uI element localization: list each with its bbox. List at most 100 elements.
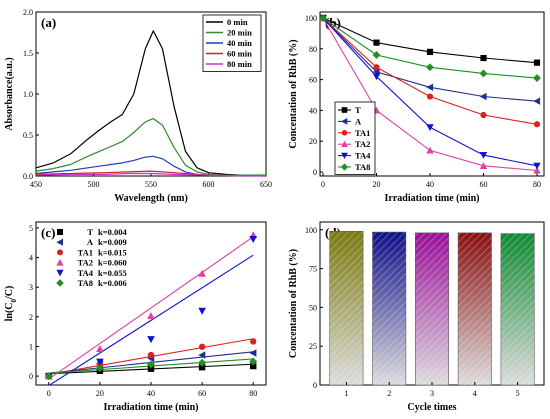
x-tick-label: 0 bbox=[47, 389, 51, 398]
legend-rate-constant: k=0.055 bbox=[98, 268, 127, 278]
data-point bbox=[198, 343, 206, 350]
y-tick-label: 25 bbox=[309, 342, 317, 351]
data-point bbox=[479, 69, 488, 78]
y-tick-label: 1 bbox=[29, 342, 33, 351]
data-point bbox=[147, 360, 155, 369]
legend-marker bbox=[341, 152, 348, 159]
y-tick-label: 60 bbox=[309, 76, 317, 85]
data-point bbox=[249, 349, 257, 357]
x-axis-label: Irradiation time (min) bbox=[385, 193, 480, 204]
data-point bbox=[147, 312, 155, 320]
x-tick-label: 80 bbox=[533, 180, 541, 189]
data-point bbox=[147, 336, 155, 344]
data-point bbox=[147, 351, 155, 359]
legend-marker bbox=[57, 229, 63, 235]
panel-b-concentration-chart: 0 20 40 60 80 0 20 40 60 80 100 Irradiation time (m… bbox=[288, 11, 545, 204]
legend-label: 40 min bbox=[227, 38, 252, 48]
legend-marker bbox=[340, 163, 349, 171]
y-axis-label: Concentation of RhB (%) bbox=[288, 249, 299, 358]
data-point bbox=[533, 121, 541, 128]
y-tick-label: 80 bbox=[309, 45, 317, 54]
data-point bbox=[533, 97, 541, 105]
panel-c-kinetics-chart: 0 20 40 60 80 0 1 2 3 4 5 Irradiation time (min) ln(… bbox=[4, 221, 267, 413]
x-tick-label: 1 bbox=[344, 389, 348, 398]
x-tick-label: 60 bbox=[480, 180, 488, 189]
legend-box bbox=[334, 101, 376, 175]
data-point bbox=[147, 365, 155, 372]
y-tick-label: 4 bbox=[29, 254, 33, 263]
legend-marker bbox=[56, 259, 64, 266]
legend-label: 20 min bbox=[227, 28, 252, 38]
data-point bbox=[198, 364, 206, 371]
data-point bbox=[533, 166, 541, 174]
y-tick-label: 0.0 bbox=[23, 172, 33, 181]
y-tick-label: 40 bbox=[309, 106, 317, 115]
data-point bbox=[479, 151, 488, 159]
bar-hatch bbox=[329, 231, 364, 385]
x-tick-label: 60 bbox=[198, 389, 206, 398]
y-tick-label: 50 bbox=[309, 303, 317, 312]
legend-rate-constant: k=0.060 bbox=[98, 258, 127, 268]
y-axis-label: Absorbance(a.u.) bbox=[4, 57, 15, 130]
spectrum-line bbox=[35, 172, 267, 177]
data-point bbox=[372, 51, 381, 59]
x-tick-label: 40 bbox=[147, 389, 155, 398]
data-point bbox=[44, 372, 53, 381]
fit-line bbox=[48, 254, 254, 387]
legend-marker bbox=[57, 249, 63, 256]
fit-line bbox=[48, 236, 254, 380]
x-tick-label: 5 bbox=[516, 389, 520, 398]
y-axis-label: Concentation of RhB (%) bbox=[288, 39, 299, 148]
x-tick-label: 20 bbox=[373, 180, 381, 189]
data-point bbox=[426, 63, 434, 72]
legend-label: TA4 bbox=[355, 151, 371, 161]
x-tick-label: 600 bbox=[203, 180, 215, 189]
y-tick-label: 0 bbox=[29, 372, 33, 381]
x-tick-label: 40 bbox=[426, 180, 434, 189]
x-tick-label: 3 bbox=[430, 389, 434, 398]
data-point bbox=[198, 358, 207, 367]
y-axis-label-subscript: 0 bbox=[10, 298, 18, 302]
data-point bbox=[426, 93, 434, 100]
data-point bbox=[372, 73, 381, 81]
x-tick-label: 20 bbox=[96, 389, 104, 398]
x-tick-label: 80 bbox=[249, 389, 257, 398]
y-tick-label: 0 bbox=[313, 168, 317, 177]
data-point bbox=[319, 14, 327, 22]
legend-rate-constant: k=0.004 bbox=[98, 227, 127, 237]
legend-label: TA8 bbox=[355, 162, 370, 172]
legend-label: TA8 bbox=[78, 278, 93, 288]
data-point bbox=[426, 146, 434, 154]
bar-hatch bbox=[372, 232, 406, 385]
spectrum-line bbox=[35, 30, 266, 176]
legend-rate-constant: k=0.015 bbox=[98, 247, 127, 257]
y-tick-label: 0.5 bbox=[23, 131, 33, 140]
x-axis-label: Wavelength (nm) bbox=[114, 193, 188, 204]
data-point bbox=[96, 345, 104, 353]
legend-label: 0 min bbox=[227, 17, 248, 27]
data-point bbox=[198, 269, 206, 277]
y-tick-label: 0 bbox=[313, 381, 317, 390]
data-point bbox=[250, 338, 257, 345]
data-point bbox=[479, 162, 488, 169]
panel-label: (a) bbox=[41, 15, 56, 30]
data-point bbox=[480, 54, 487, 62]
data-point bbox=[480, 111, 487, 119]
legend-label: TA2 bbox=[355, 139, 370, 149]
legend-label: 60 min bbox=[227, 49, 252, 59]
y-tick-label: 1.0 bbox=[23, 90, 33, 99]
y-tick-label: 3 bbox=[29, 283, 33, 292]
legend-label: T bbox=[87, 227, 93, 237]
data-point bbox=[249, 357, 258, 366]
legend-marker bbox=[341, 107, 348, 113]
legend-label: A bbox=[355, 116, 362, 126]
data-point bbox=[250, 362, 257, 370]
panel-a-absorbance-chart: 450 500 550 600 650 0.0 0.5 1.0 1.5 2.0 Wavelength… bbox=[4, 8, 272, 204]
data-point bbox=[373, 39, 380, 46]
legend-label: TA4 bbox=[78, 268, 94, 278]
x-tick-label: 0 bbox=[321, 180, 325, 189]
data-point bbox=[426, 124, 434, 132]
x-tick-label: 550 bbox=[145, 180, 157, 189]
data-point bbox=[479, 92, 487, 101]
